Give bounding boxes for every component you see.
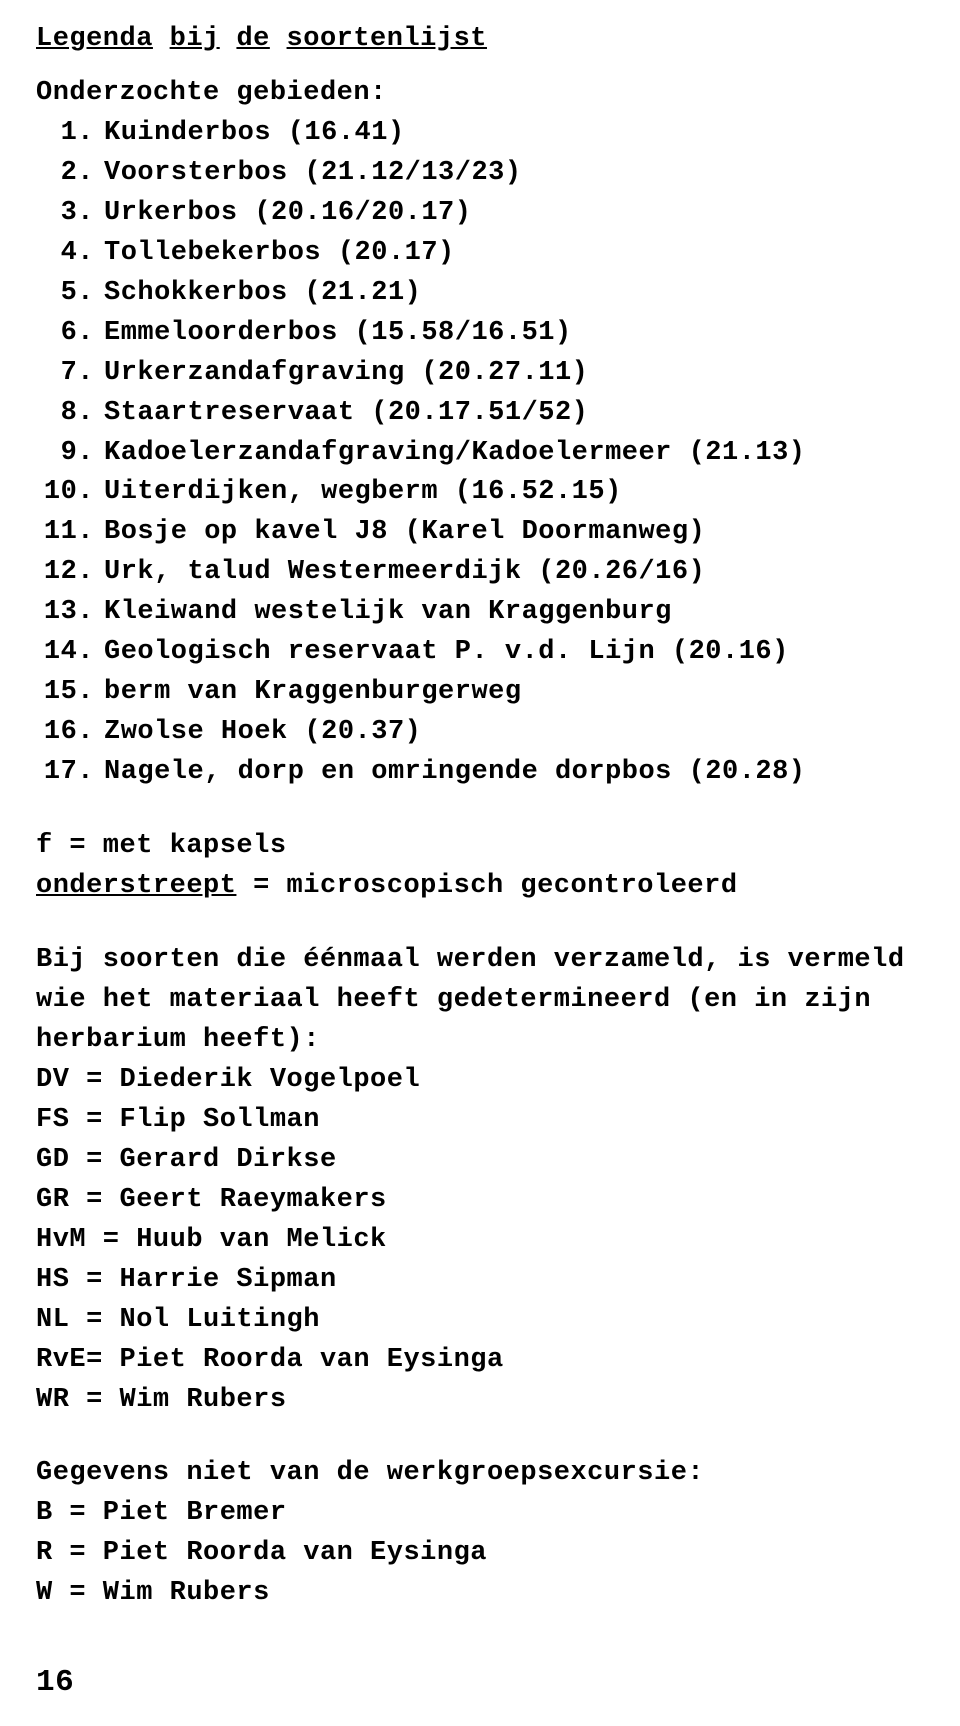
code-row: WR = Wim Rubers <box>36 1381 932 1421</box>
list-text: Schokkerbos (21.21) <box>104 274 421 314</box>
title-word-2: de <box>236 24 269 54</box>
code-row: B = Piet Bremer <box>36 1494 932 1534</box>
list-text: Uiterdijken, wegberm (16.52.15) <box>104 473 622 513</box>
list-text: Urkerzandafgraving (20.27.11) <box>104 354 588 394</box>
areas-heading: Onderzochte gebieden: <box>36 74 932 114</box>
list-number: 13. <box>36 593 104 633</box>
legend-underlined-word: onderstreept <box>36 871 236 901</box>
code-row: GR = Geert Raeymakers <box>36 1181 932 1221</box>
code-row: W = Wim Rubers <box>36 1574 932 1614</box>
source-heading: Gegevens niet van de werkgroepsexcursie: <box>36 1454 932 1494</box>
list-number: 10. <box>36 473 104 513</box>
list-item: 8.Staartreservaat (20.17.51/52) <box>36 394 932 434</box>
title-word-3: soortenlijst <box>287 24 487 54</box>
collector-paragraph: Bij soorten die éénmaal werden verzameld… <box>36 941 932 1061</box>
collector-codes: DV = Diederik Vogelpoel FS = Flip Sollma… <box>36 1061 932 1421</box>
list-item: 13.Kleiwand westelijk van Kraggenburg <box>36 593 932 633</box>
list-number: 15. <box>36 673 104 713</box>
list-item: 3.Urkerbos (20.16/20.17) <box>36 194 932 234</box>
areas-list: 1.Kuinderbos (16.41) 2.Voorsterbos (21.1… <box>36 114 932 793</box>
list-text: Urk, talud Westermeerdijk (20.26/16) <box>104 553 705 593</box>
list-number: 4. <box>36 234 104 274</box>
list-text: Nagele, dorp en omringende dorpbos (20.2… <box>104 753 806 793</box>
legend-definitions: f = met kapsels onderstreept = microscop… <box>36 827 932 907</box>
list-number: 9. <box>36 434 104 474</box>
list-text: Staartreservaat (20.17.51/52) <box>104 394 588 434</box>
source-block: Gegevens niet van de werkgroepsexcursie:… <box>36 1454 932 1614</box>
list-text: Kleiwand westelijk van Kraggenburg <box>104 593 672 633</box>
source-codes: B = Piet Bremer R = Piet Roorda van Eysi… <box>36 1494 932 1614</box>
list-item: 5.Schokkerbos (21.21) <box>36 274 932 314</box>
list-item: 6.Emmeloorderbos (15.58/16.51) <box>36 314 932 354</box>
list-item: 9.Kadoelerzandafgraving/Kadoelermeer (21… <box>36 434 932 474</box>
list-text: Emmeloorderbos (15.58/16.51) <box>104 314 572 354</box>
list-text: berm van Kraggenburgerweg <box>104 673 522 713</box>
legend-line-f: f = met kapsels <box>36 827 932 867</box>
list-item: 4.Tollebekerbos (20.17) <box>36 234 932 274</box>
list-item: 15.berm van Kraggenburgerweg <box>36 673 932 713</box>
list-text: Tollebekerbos (20.17) <box>104 234 455 274</box>
para-line: Bij soorten die éénmaal werden verzameld… <box>36 941 932 981</box>
code-row: HvM = Huub van Melick <box>36 1221 932 1261</box>
list-text: Voorsterbos (21.12/13/23) <box>104 154 522 194</box>
code-row: HS = Harrie Sipman <box>36 1261 932 1301</box>
list-number: 5. <box>36 274 104 314</box>
page-number: 16 <box>36 1660 932 1706</box>
list-text: Kadoelerzandafgraving/Kadoelermeer (21.1… <box>104 434 806 474</box>
list-item: 12.Urk, talud Westermeerdijk (20.26/16) <box>36 553 932 593</box>
legend-line-underlined: onderstreept = microscopisch gecontrolee… <box>36 867 932 907</box>
list-text: Geologisch reservaat P. v.d. Lijn (20.16… <box>104 633 789 673</box>
list-text: Urkerbos (20.16/20.17) <box>104 194 471 234</box>
list-number: 1. <box>36 114 104 154</box>
list-number: 6. <box>36 314 104 354</box>
list-number: 17. <box>36 753 104 793</box>
code-row: GD = Gerard Dirkse <box>36 1141 932 1181</box>
list-item: 10.Uiterdijken, wegberm (16.52.15) <box>36 473 932 513</box>
list-text: Bosje op kavel J8 (Karel Doormanweg) <box>104 513 705 553</box>
list-item: 2.Voorsterbos (21.12/13/23) <box>36 154 932 194</box>
code-row: DV = Diederik Vogelpoel <box>36 1061 932 1101</box>
code-row: R = Piet Roorda van Eysinga <box>36 1534 932 1574</box>
list-number: 14. <box>36 633 104 673</box>
list-number: 12. <box>36 553 104 593</box>
code-row: RvE= Piet Roorda van Eysinga <box>36 1341 932 1381</box>
para-line: wie het materiaal heeft gedetermineerd (… <box>36 981 932 1021</box>
list-item: 16.Zwolse Hoek (20.37) <box>36 713 932 753</box>
list-item: 7.Urkerzandafgraving (20.27.11) <box>36 354 932 394</box>
list-number: 8. <box>36 394 104 434</box>
list-number: 7. <box>36 354 104 394</box>
title-word-1: bij <box>170 24 220 54</box>
list-text: Kuinderbos (16.41) <box>104 114 405 154</box>
para-line: herbarium heeft): <box>36 1021 932 1061</box>
list-text: Zwolse Hoek (20.37) <box>104 713 421 753</box>
code-row: NL = Nol Luitingh <box>36 1301 932 1341</box>
list-number: 2. <box>36 154 104 194</box>
list-item: 14.Geologisch reservaat P. v.d. Lijn (20… <box>36 633 932 673</box>
list-item: 11.Bosje op kavel J8 (Karel Doormanweg) <box>36 513 932 553</box>
code-row: FS = Flip Sollman <box>36 1101 932 1141</box>
legend-underlined-rest: = microscopisch gecontroleerd <box>236 871 737 901</box>
list-item: 17.Nagele, dorp en omringende dorpbos (2… <box>36 753 932 793</box>
list-number: 16. <box>36 713 104 753</box>
page-title: Legenda bij de soortenlijst <box>36 20 932 60</box>
title-word-0: Legenda <box>36 24 153 54</box>
list-number: 11. <box>36 513 104 553</box>
list-number: 3. <box>36 194 104 234</box>
list-item: 1.Kuinderbos (16.41) <box>36 114 932 154</box>
